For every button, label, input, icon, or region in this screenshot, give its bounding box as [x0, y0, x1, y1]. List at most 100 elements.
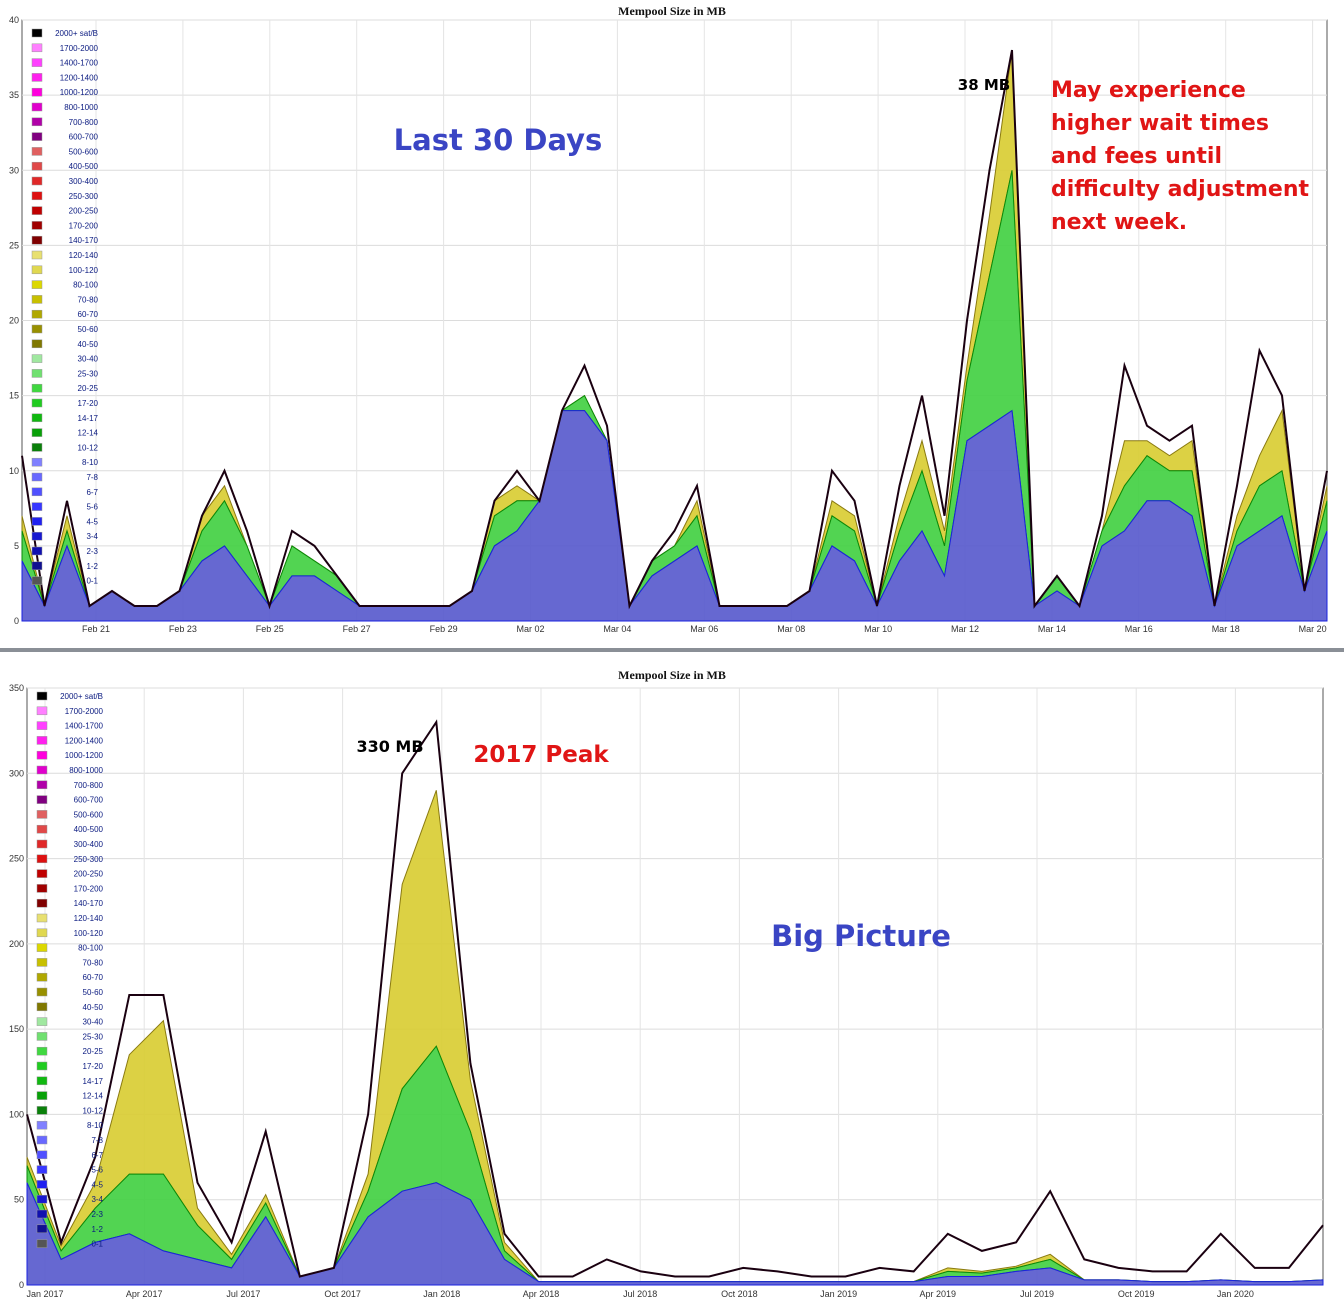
- chart-annotation: and fees until: [1051, 144, 1222, 169]
- x-tick-label: Mar 18: [1212, 624, 1240, 634]
- legend-label: 300-400: [74, 840, 104, 849]
- legend-label: 140-170: [69, 236, 99, 245]
- legend-label: 1400-1700: [65, 722, 104, 731]
- legend-label: 80-100: [73, 281, 98, 290]
- chart-annotation: next week.: [1051, 210, 1187, 235]
- legend-label: 7-8: [91, 1136, 103, 1145]
- chart-svg: 0 5 10 15 20 25 30 35 40 Feb 21 Feb 23 Feb 25 Feb 27…: [9, 15, 1328, 634]
- x-tick-label: Apr 2019: [920, 1289, 957, 1299]
- legend-label: 20-25: [83, 1047, 104, 1056]
- x-tick-label: Feb 27: [343, 624, 371, 634]
- legend-label: 2000+ sat/B: [55, 29, 98, 38]
- legend-swatch: [36, 736, 48, 745]
- legend-label: 25-30: [83, 1032, 104, 1041]
- x-tick-label: Apr 2018: [523, 1289, 560, 1299]
- legend-swatch: [36, 1150, 48, 1160]
- legend-label: 1000-1200: [65, 751, 104, 760]
- y-tick-label: 150: [9, 1024, 24, 1034]
- y-tick-label: 20: [9, 316, 19, 326]
- x-tick-label: Jan 2017: [26, 1289, 63, 1299]
- legend-swatch: [31, 576, 43, 585]
- legend-swatch: [31, 221, 43, 230]
- legend-label: 8-10: [82, 458, 99, 467]
- legend-swatch: [31, 161, 43, 171]
- legend-label: 25-30: [78, 369, 99, 378]
- legend-swatch: [36, 1194, 48, 1204]
- legend-swatch: [31, 354, 43, 363]
- legend-label: 5-6: [91, 1166, 103, 1175]
- legend-swatch: [31, 383, 43, 393]
- legend-swatch: [31, 176, 43, 186]
- legend-swatch: [31, 309, 43, 319]
- legend-label: 50-60: [78, 325, 99, 334]
- x-tick-label: Mar 04: [603, 624, 631, 634]
- legend-swatch: [36, 913, 48, 923]
- legend-label: 5-6: [86, 503, 98, 512]
- legend-swatch: [31, 28, 43, 38]
- chart-panel-last-30-days: Mempool Size in MB 0 5 10 15 20 25 30 35 40 Feb 2…: [0, 0, 1344, 648]
- panel-separator: [0, 648, 1344, 652]
- legend-label: 120-140: [74, 914, 104, 923]
- legend-swatch: [36, 987, 48, 997]
- legend-label: 500-600: [69, 147, 99, 156]
- legend-swatch: [31, 561, 43, 571]
- legend-label: 50-60: [83, 988, 104, 997]
- legend-swatch: [31, 295, 43, 304]
- y-tick-label: 50: [14, 1195, 24, 1205]
- legend-swatch: [31, 132, 43, 141]
- legend-swatch: [31, 487, 43, 497]
- legend-swatch: [31, 428, 43, 437]
- legend-label: 700-800: [74, 781, 104, 790]
- y-tick-label: 30: [9, 165, 19, 175]
- legend-label: 300-400: [69, 177, 99, 186]
- chart-title: Mempool Size in MB: [618, 4, 726, 18]
- legend-label: 1200-1400: [60, 73, 99, 82]
- x-tick-label: Mar 14: [1038, 624, 1066, 634]
- legend-label: 30-40: [78, 355, 99, 364]
- legend-swatch: [36, 839, 48, 849]
- y-tick-label: 100: [9, 1109, 24, 1119]
- legend-label: 8-10: [87, 1121, 104, 1130]
- legend-label: 17-20: [83, 1062, 104, 1071]
- y-tick-label: 25: [9, 240, 19, 250]
- legend-swatch: [36, 1017, 48, 1026]
- legend-label: 140-170: [74, 899, 104, 908]
- x-tick-label: Mar 06: [690, 624, 718, 634]
- legend-label: 60-70: [78, 310, 99, 319]
- legend-label: 120-140: [69, 251, 99, 260]
- legend-swatch: [31, 280, 43, 289]
- legend-label: 200-250: [69, 207, 99, 216]
- legend-swatch: [36, 943, 48, 952]
- legend-label: 30-40: [83, 1018, 104, 1027]
- legend-swatch: [31, 369, 43, 378]
- legend-swatch: [31, 324, 43, 334]
- chart-panel-big-picture: Mempool Size in MB 0 50 100 150 200 250 300 350…: [0, 652, 1344, 1308]
- legend-label: 40-50: [83, 1003, 104, 1012]
- x-tick-label: Jul 2018: [623, 1289, 657, 1299]
- legend-label: 250-300: [74, 855, 104, 864]
- legend-label: 100-120: [69, 266, 99, 275]
- legend-label: 80-100: [78, 944, 103, 953]
- legend-label: 2-3: [86, 547, 98, 556]
- legend-label: 12-14: [83, 1092, 104, 1101]
- x-tick-label: Jan 2020: [1217, 1289, 1254, 1299]
- x-tick-label: Oct 2017: [324, 1289, 361, 1299]
- legend-label: 1700-2000: [60, 44, 99, 53]
- x-tick-label: Mar 02: [516, 624, 544, 634]
- x-tick-label: Mar 12: [951, 624, 979, 634]
- legend-label: 800-1000: [69, 766, 103, 775]
- legend-label: 700-800: [69, 118, 99, 127]
- legend-label: 40-50: [78, 340, 99, 349]
- legend-swatch: [31, 102, 43, 112]
- chart-annotation: May experience: [1051, 78, 1246, 103]
- legend-label: 600-700: [69, 133, 99, 142]
- chart-annotation: 38 MB: [958, 76, 1010, 94]
- legend-swatch: [31, 398, 43, 408]
- total-line: [26, 719, 1324, 1278]
- legend-swatch: [31, 250, 43, 260]
- x-tick-label: Mar 20: [1299, 624, 1327, 634]
- legend-swatch: [31, 502, 43, 511]
- y-tick-label: 40: [9, 15, 19, 25]
- legend-label: 12-14: [78, 429, 99, 438]
- legend-swatch: [36, 1165, 48, 1174]
